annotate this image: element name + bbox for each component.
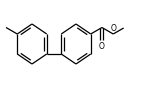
Text: O: O — [99, 42, 105, 51]
Text: O: O — [110, 24, 116, 33]
